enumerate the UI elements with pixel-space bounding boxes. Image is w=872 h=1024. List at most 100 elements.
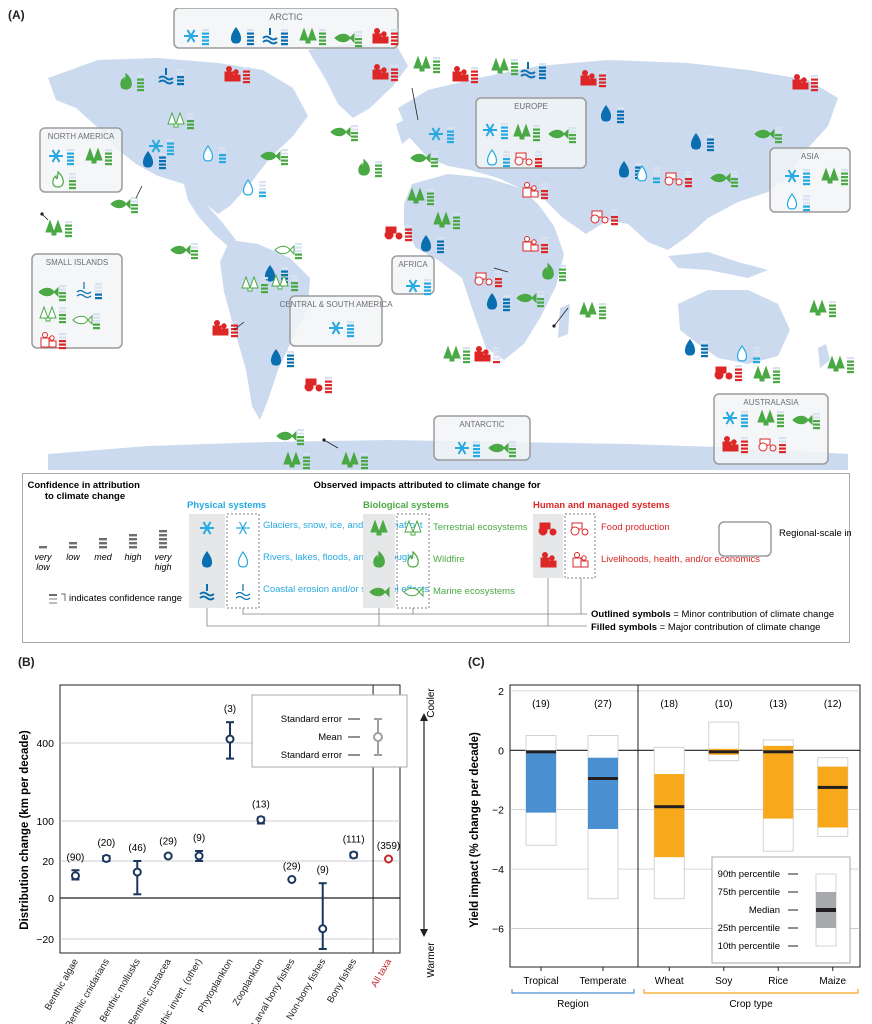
fish-icon [710,172,731,184]
snowflake-icon [200,521,214,535]
box-whisker-range [708,721,740,762]
legend-p10: 10th percentile [718,941,780,952]
fish-icon [792,414,813,426]
mean-point [287,875,297,884]
confidence-bars-icon [735,365,742,382]
group-label: Crop type [729,999,773,1010]
confidence-bars-icon [753,347,760,364]
confidence-bar [99,538,107,541]
confidence-bars-icon [281,149,288,166]
people-icon [580,70,597,86]
observed-title: Observed impacts attributed to climate c… [314,480,541,491]
chart-b-counts: (90) (20) (46) (29) (9) (3) (13) (29) (9) (111) (3… [67,704,401,876]
biological-item-2: Wildfire [433,554,465,565]
range-note: indicates confidence range [69,593,182,604]
snowflake-icon [483,123,497,137]
snowflake-icon [184,29,198,43]
confidence-labels: very low low med high very high [34,552,172,572]
confidence-bars-icon [453,213,460,230]
confidence-bars-icon [93,313,100,330]
tree-icon [433,211,451,228]
chart-c-groups: Region Crop type [511,989,859,1010]
confidence-bar [129,546,137,549]
fish-icon [260,150,281,162]
x-category-label: Maize [819,976,846,987]
confidence-level-label: med [94,552,113,562]
regional-box-sample [718,521,772,557]
confidence-bars-icon [427,189,434,206]
mean-point [318,924,328,934]
confidence-bars-icon [69,173,76,190]
human-legend-icons [538,522,589,568]
biological-item-3: Marine ecosystems [433,586,515,597]
confidence-bars-icon [569,127,576,144]
chart-b: 400 100 20 0 −20 Distribution change (km per… [0,655,440,1024]
tractor-icon [714,366,733,380]
confidence-bars-icon [535,151,542,168]
wildfire-icon [358,158,370,176]
confidence-bars-icon [493,347,500,364]
water-drop-icon [486,292,498,310]
confidence-bars-icon [779,437,786,454]
confidence-bars-icon [375,161,382,178]
confidence-bars-icon [355,31,362,48]
water-drop-icon [690,132,702,150]
tractor-icon [664,172,683,186]
tree-icon [299,27,317,44]
snowflake-icon [149,139,163,153]
panel-a-label: (A) [8,8,25,22]
tree-icon [809,299,827,316]
confidence-bar [99,542,107,545]
confidence-bars-icon [841,169,848,186]
confidence-bar [39,546,47,549]
confidence-bars-icon [559,265,566,282]
water-drop-icon [230,26,242,44]
y-tick-label: 20 [42,856,54,868]
confidence-bars-icon [707,135,714,152]
snowflake-icon [406,279,420,293]
confidence-bar [159,538,167,541]
region-label-north-america: NORTH AMERICA [48,132,115,141]
snowflake-icon [723,411,737,425]
confidence-bars-icon [187,113,194,130]
water-drop-icon [636,164,648,182]
tree-icon [39,305,57,322]
confidence-bars-icon [391,65,398,82]
people-icon [522,236,539,252]
people-icon [540,552,557,568]
confidence-bars-icon [261,277,268,294]
chart-c-x-labels: Tropical Temperate Wheat Soy Rice Maize [523,976,846,987]
location-dot [552,324,556,328]
coastal-wave-icon [235,584,251,601]
box-iqr [817,766,848,828]
snowflake-icon [785,169,799,183]
tree-icon [271,273,289,290]
confidence-bars-icon [599,71,606,88]
tree-icon [85,147,103,164]
confidence-bars-icon [281,29,288,46]
water-drop-icon [201,550,213,568]
confidence-bars-icon [599,303,606,320]
tractor-icon [384,226,403,240]
water-drop-icon [242,178,254,196]
tractor-icon [590,210,609,224]
confidence-bars-icon [701,341,708,358]
confidence-bars-icon [433,57,440,74]
region-box-africa: AFRICA [391,255,435,295]
confidence-bars [39,530,167,549]
y-tick-label: 100 [36,816,54,828]
x-category-label: Zooplankton [231,957,267,1008]
confidence-bars-icon [391,29,398,46]
confidence-level-label: very high [154,552,172,572]
sample-count: (3) [224,704,236,715]
confidence-bars-icon [347,321,354,338]
tree-icon [753,365,771,382]
water-drop-icon [618,160,630,178]
legend-connectors [206,578,587,627]
confidence-bars-icon [741,437,748,454]
confidence-bars-icon [59,307,66,324]
confidence-bars-icon [471,67,478,84]
chart-c-legend: 90th percentile 75th percentile Median 2… [711,856,851,964]
region-label-antarctic: ANTARCTIC [459,420,504,429]
chart-c-boxes: (19) (27) (18) (10) (13) (12) [525,699,849,971]
